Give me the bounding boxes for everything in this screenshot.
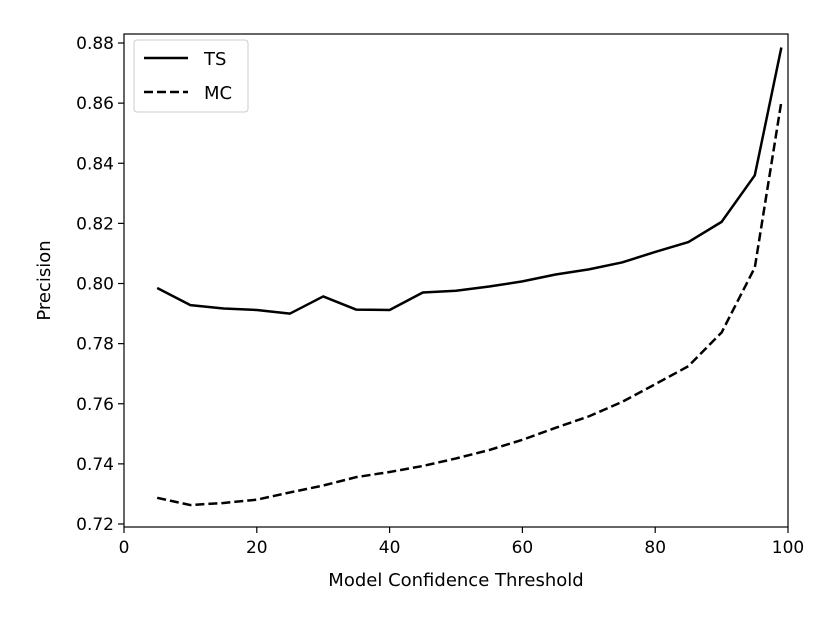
y-tick-label: 0.78 bbox=[76, 335, 114, 355]
axes bbox=[123, 33, 789, 528]
y-tick-label: 0.74 bbox=[76, 455, 114, 475]
y-tick-label: 0.72 bbox=[76, 515, 114, 535]
y-tick-label: 0.76 bbox=[76, 395, 114, 415]
y-tick-label: 0.80 bbox=[76, 275, 114, 295]
series-line-ts bbox=[156, 47, 783, 315]
series-line-mc bbox=[156, 101, 783, 507]
y-tick-label: 0.84 bbox=[76, 154, 114, 174]
x-tick-label: 0 bbox=[119, 538, 130, 558]
axes-frame bbox=[123, 33, 789, 528]
x-tick-label: 100 bbox=[772, 538, 804, 558]
legend: TS MC bbox=[133, 39, 249, 113]
plot-area bbox=[156, 47, 783, 507]
x-tick-label: 40 bbox=[379, 538, 401, 558]
y-tick-label: 0.86 bbox=[76, 94, 114, 114]
x-tick-label: 80 bbox=[644, 538, 666, 558]
ticks: 0 20 40 60 80 100 0.72 0.74 0.76 0.78 0.80 0.82 0.84… bbox=[76, 34, 804, 558]
y-axis-label: Precision bbox=[34, 240, 55, 320]
legend-label-ts: TS bbox=[203, 49, 226, 70]
y-tick-label: 0.82 bbox=[76, 214, 114, 234]
y-tick-label: 0.88 bbox=[76, 34, 114, 54]
x-tick-label: 20 bbox=[246, 538, 268, 558]
x-axis-label: Model Confidence Threshold bbox=[328, 570, 583, 591]
legend-label-mc: MC bbox=[204, 83, 232, 104]
x-tick-label: 60 bbox=[512, 538, 534, 558]
